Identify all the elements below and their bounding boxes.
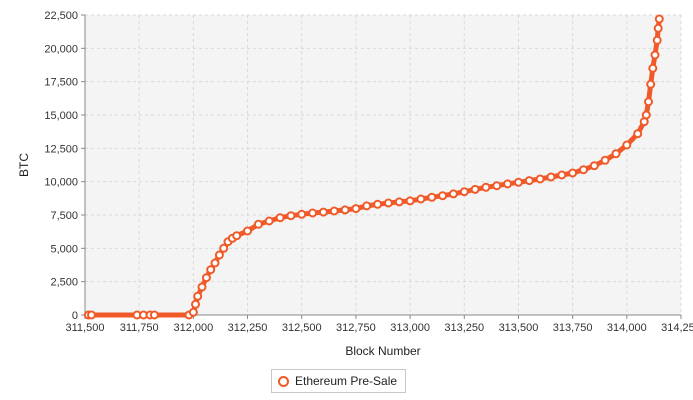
data-point — [653, 23, 663, 33]
data-point — [193, 291, 203, 301]
y-tick-label: 10,000 — [44, 177, 78, 189]
y-tick-label: 15,000 — [44, 110, 78, 122]
data-point — [329, 206, 339, 216]
data-point — [275, 213, 285, 223]
x-tick-label: 312,750 — [336, 322, 376, 334]
data-point — [318, 207, 328, 217]
data-point — [416, 194, 426, 204]
data-point — [340, 205, 350, 215]
data-point — [438, 191, 448, 201]
x-tick-label: 311,500 — [66, 322, 105, 334]
data-point — [600, 155, 610, 165]
y-tick-label: 5,000 — [50, 243, 78, 255]
data-point — [633, 129, 643, 139]
data-point — [383, 198, 393, 208]
y-tick-label: 12,500 — [44, 143, 78, 155]
data-point — [546, 172, 556, 182]
y-tick-label: 2,500 — [50, 277, 78, 289]
data-point — [650, 50, 660, 60]
legend-marker-icon — [278, 375, 289, 387]
y-axis-title: BTC — [17, 153, 31, 177]
x-tick-label: 312,250 — [228, 322, 268, 334]
data-point — [219, 243, 229, 253]
x-tick-label: 313,750 — [553, 322, 593, 334]
x-tick-label: 314,000 — [607, 322, 647, 334]
x-tick-label: 313,500 — [499, 322, 539, 334]
series-layer — [83, 14, 664, 320]
data-point — [206, 265, 216, 275]
data-point — [579, 165, 588, 175]
y-tick-label: 17,500 — [44, 77, 78, 89]
x-tick-label: 312,000 — [173, 322, 213, 334]
data-point — [405, 196, 415, 206]
data-point — [589, 161, 599, 171]
data-point — [470, 184, 480, 194]
data-point — [641, 110, 651, 120]
data-point — [191, 299, 200, 309]
y-tick-label: 0 — [72, 310, 78, 322]
data-point — [188, 307, 198, 317]
data-point — [210, 258, 220, 268]
data-point — [568, 168, 578, 178]
data-point — [611, 149, 621, 159]
data-point — [646, 79, 656, 89]
data-point — [394, 197, 404, 207]
x-axis-title: Block Number — [345, 344, 420, 358]
data-point — [286, 211, 296, 221]
x-tick-label: 312,500 — [282, 322, 322, 334]
y-tick-label: 20,000 — [44, 43, 78, 55]
data-point — [197, 282, 207, 292]
data-point — [351, 204, 361, 214]
tick-labels: 0 2,500 5,000 7,500 10,000 12,500 15,000 17,500… — [44, 10, 693, 334]
data-point — [514, 177, 523, 187]
data-point — [253, 219, 263, 229]
data-point — [644, 97, 653, 107]
data-point — [362, 201, 372, 211]
y-tick-label: 7,500 — [50, 210, 78, 222]
legend-label: Ethereum Pre-Sale — [295, 374, 398, 388]
data-point — [264, 216, 274, 226]
data-point — [652, 35, 662, 45]
data-point — [503, 179, 513, 189]
data-point — [557, 170, 567, 180]
legend: Ethereum Pre-Sale — [271, 369, 407, 393]
data-point — [87, 310, 96, 320]
data-point — [427, 192, 437, 202]
data-point — [622, 140, 632, 150]
x-tick-label: 311,750 — [120, 322, 159, 334]
data-point — [481, 182, 491, 192]
data-point — [492, 181, 502, 191]
data-point — [201, 273, 211, 283]
data-point — [308, 208, 318, 218]
y-tick-label: 22,500 — [44, 10, 78, 22]
data-point — [214, 250, 224, 260]
data-point — [232, 231, 242, 241]
x-tick-label: 313,000 — [390, 322, 430, 334]
data-point — [535, 174, 545, 184]
data-point — [654, 14, 664, 24]
x-tick-label: 314,250 — [661, 322, 693, 334]
plot-area — [85, 15, 681, 315]
x-tick-label: 313,250 — [444, 322, 484, 334]
data-point — [448, 189, 458, 199]
data-point — [459, 187, 469, 197]
data-point — [243, 226, 252, 236]
data-point — [373, 199, 383, 209]
data-point — [524, 176, 534, 186]
data-point — [297, 209, 307, 219]
data-point — [149, 310, 159, 320]
data-point — [648, 63, 658, 73]
